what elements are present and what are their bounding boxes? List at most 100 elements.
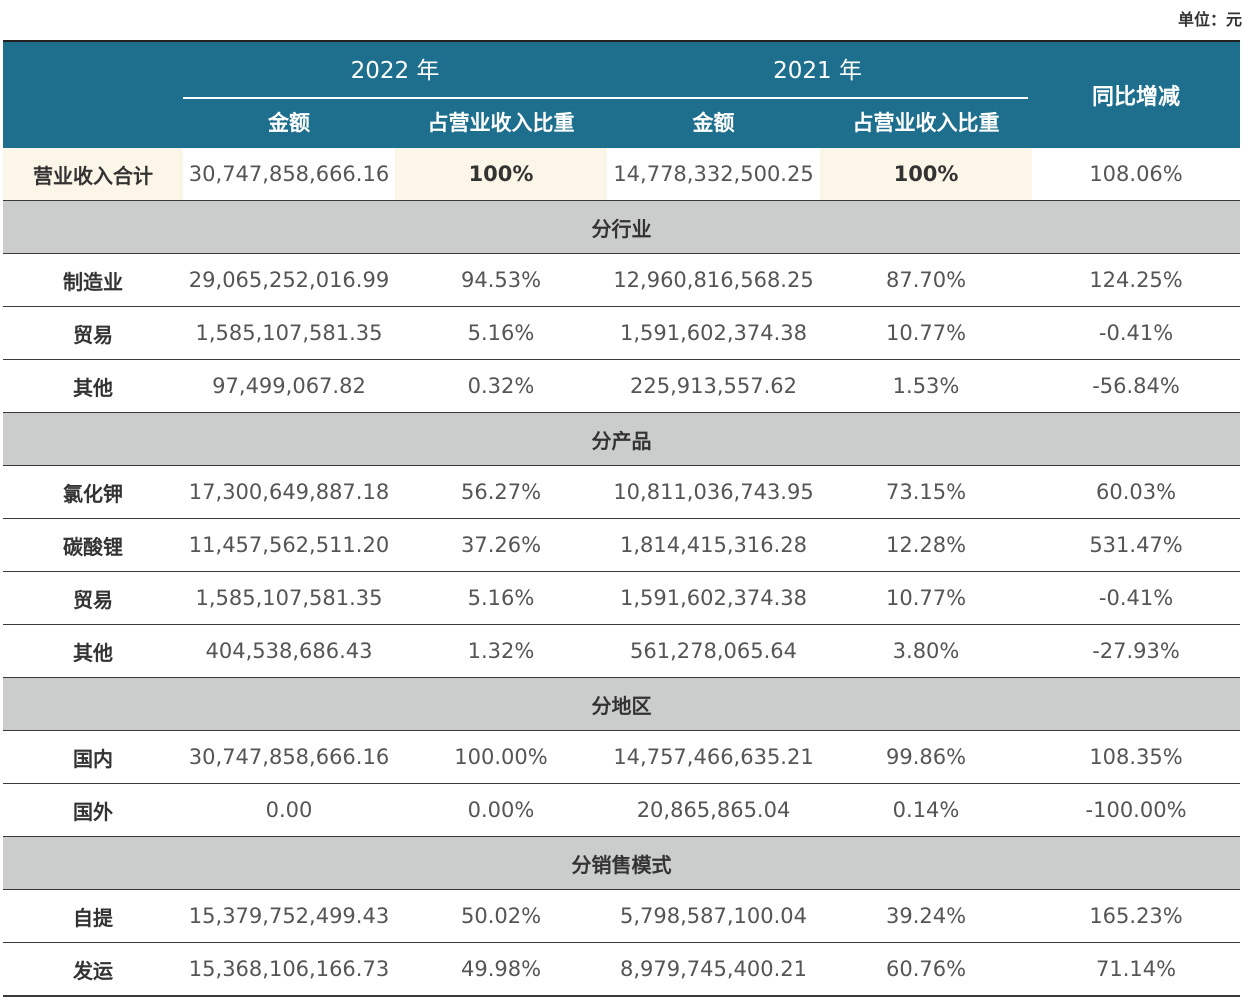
ratio-2022-cell: 5.16% <box>395 571 608 625</box>
ratio-2021-cell: 87.70% <box>820 253 1033 307</box>
ratio-2022-cell: 1.32% <box>395 624 608 678</box>
amount-2022-cell: 29,065,252,016.99 <box>183 253 395 307</box>
table-row: 发运 15,368,106,166.73 49.98% 8,979,745,400.2… <box>3 942 1241 997</box>
ratio-2021-cell: 3.80% <box>820 624 1033 678</box>
table-row: 贸易 1,585,107,581.35 5.16% 1,591,602,374.38 1… <box>3 571 1241 625</box>
ratio-2021-cell: 1.53% <box>820 359 1033 413</box>
yoy-cell: 60.03% <box>1032 465 1241 519</box>
amount-2022-cell: 15,368,106,166.73 <box>183 942 395 997</box>
header-amount-2021: 金额 <box>607 95 821 148</box>
section-row: 分销售模式 <box>3 836 1241 890</box>
ratio-2021-cell: 0.14% <box>820 783 1033 837</box>
ratio-2021-cell: 10.77% <box>820 306 1033 360</box>
amount-2021-cell: 1,591,602,374.38 <box>607 571 821 625</box>
header-amount-2022: 金额 <box>183 95 395 148</box>
ratio-2022-cell: 0.32% <box>395 359 608 413</box>
amount-2021-cell: 1,814,415,316.28 <box>607 518 821 572</box>
yoy-cell: 124.25% <box>1032 253 1241 307</box>
row-label: 其他 <box>3 359 183 413</box>
amount-2022-cell: 1,585,107,581.35 <box>183 571 395 625</box>
row-label: 制造业 <box>3 253 183 307</box>
table-row: 贸易 1,585,107,581.35 5.16% 1,591,602,374.38 1… <box>3 306 1241 360</box>
ratio-2021-cell: 73.15% <box>820 465 1033 519</box>
total-row: 营业收入合计 30,747,858,666.16 100% 14,778,332… <box>3 148 1241 201</box>
amount-2021-cell: 20,865,865.04 <box>607 783 821 837</box>
header-ratio-2021: 占营业收入比重 <box>820 95 1033 148</box>
ratio-2022-cell: 100% <box>395 148 608 201</box>
amount-2021-cell: 1,591,602,374.38 <box>607 306 821 360</box>
amount-2021-cell: 14,778,332,500.25 <box>607 148 821 201</box>
table-row: 制造业 29,065,252,016.99 94.53% 12,960,816,568… <box>3 253 1241 307</box>
ratio-2021-cell: 39.24% <box>820 889 1033 943</box>
table-row: 氯化钾 17,300,649,887.18 56.27% 10,811,036,743… <box>3 465 1241 519</box>
unit-label: 单位：元 <box>1177 10 1242 29</box>
amount-2021-cell: 14,757,466,635.21 <box>607 730 821 784</box>
amount-2022-cell: 30,747,858,666.16 <box>183 730 395 784</box>
yoy-cell: 108.06% <box>1032 148 1241 201</box>
table-row: 自提 15,379,752,499.43 50.02% 5,798,587,100.0… <box>3 889 1241 943</box>
table-row: 国内 30,747,858,666.16 100.00% 14,757,466,635… <box>3 730 1241 784</box>
ratio-2021-cell: 100% <box>820 148 1033 201</box>
ratio-2021-cell: 60.76% <box>820 942 1033 997</box>
amount-2021-cell: 10,811,036,743.95 <box>607 465 821 519</box>
ratio-2021-cell: 99.86% <box>820 730 1033 784</box>
amount-2022-cell: 404,538,686.43 <box>183 624 395 678</box>
ratio-2022-cell: 56.27% <box>395 465 608 519</box>
section-row: 分产品 <box>3 412 1241 466</box>
amount-2021-cell: 561,278,065.64 <box>607 624 821 678</box>
yoy-cell: 108.35% <box>1032 730 1241 784</box>
section-title: 分销售模式 <box>3 836 1241 890</box>
yoy-cell: -56.84% <box>1032 359 1241 413</box>
ratio-2022-cell: 5.16% <box>395 306 608 360</box>
yoy-cell: 71.14% <box>1032 942 1241 997</box>
row-label: 营业收入合计 <box>3 148 183 201</box>
table-row: 其他 404,538,686.43 1.32% 561,278,065.64 3.80%… <box>3 624 1241 678</box>
section-row: 分地区 <box>3 677 1241 731</box>
yoy-cell: -0.41% <box>1032 571 1241 625</box>
yoy-cell: -27.93% <box>1032 624 1241 678</box>
ratio-2022-cell: 50.02% <box>395 889 608 943</box>
amount-2022-cell: 1,585,107,581.35 <box>183 306 395 360</box>
row-label: 国内 <box>3 730 183 784</box>
table-row: 碳酸锂 11,457,562,511.20 37.26% 1,814,415,316.… <box>3 518 1241 572</box>
section-title: 分行业 <box>3 200 1241 254</box>
yoy-cell: -100.00% <box>1032 783 1241 837</box>
row-label: 发运 <box>3 942 183 997</box>
header-ratio-2022: 占营业收入比重 <box>395 95 608 148</box>
amount-2022-cell: 97,499,067.82 <box>183 359 395 413</box>
amount-2022-cell: 15,379,752,499.43 <box>183 889 395 943</box>
header-yoy: 同比增减 <box>1032 41 1241 148</box>
table-header: 2022 年 2021 年 同比增减 金额 占营业收入比重 金额 占营业收入比重 <box>3 41 1241 148</box>
table-row: 其他 97,499,067.82 0.32% 225,913,557.62 1.53% -… <box>3 359 1241 413</box>
yoy-cell: 165.23% <box>1032 889 1241 943</box>
row-label: 其他 <box>3 624 183 678</box>
section-title: 分地区 <box>3 677 1241 731</box>
header-year-2021: 2021 年 <box>607 41 1033 99</box>
amount-2021-cell: 8,979,745,400.21 <box>607 942 821 997</box>
amount-2021-cell: 12,960,816,568.25 <box>607 253 821 307</box>
ratio-2022-cell: 49.98% <box>395 942 608 997</box>
row-label: 国外 <box>3 783 183 837</box>
yoy-cell: 531.47% <box>1032 518 1241 572</box>
row-label: 氯化钾 <box>3 465 183 519</box>
table-row: 国外 0.00 0.00% 20,865,865.04 0.14% -100.00% <box>3 783 1241 837</box>
ratio-2021-cell: 12.28% <box>820 518 1033 572</box>
amount-2022-cell: 0.00 <box>183 783 395 837</box>
amount-2022-cell: 17,300,649,887.18 <box>183 465 395 519</box>
ratio-2022-cell: 0.00% <box>395 783 608 837</box>
section-title: 分产品 <box>3 412 1241 466</box>
amount-2021-cell: 225,913,557.62 <box>607 359 821 413</box>
row-label: 贸易 <box>3 571 183 625</box>
ratio-2022-cell: 100.00% <box>395 730 608 784</box>
amount-2022-cell: 11,457,562,511.20 <box>183 518 395 572</box>
header-year-2022: 2022 年 <box>183 41 608 99</box>
revenue-table: 2022 年 2021 年 同比增减 金额 占营业收入比重 金额 占营业收入比重… <box>3 40 1241 997</box>
amount-2022-cell: 30,747,858,666.16 <box>183 148 395 201</box>
ratio-2022-cell: 94.53% <box>395 253 608 307</box>
row-label: 碳酸锂 <box>3 518 183 572</box>
ratio-2022-cell: 37.26% <box>395 518 608 572</box>
table-body: 营业收入合计 30,747,858,666.16 100% 14,778,332… <box>3 148 1241 997</box>
yoy-cell: -0.41% <box>1032 306 1241 360</box>
section-row: 分行业 <box>3 200 1241 254</box>
row-label: 贸易 <box>3 306 183 360</box>
